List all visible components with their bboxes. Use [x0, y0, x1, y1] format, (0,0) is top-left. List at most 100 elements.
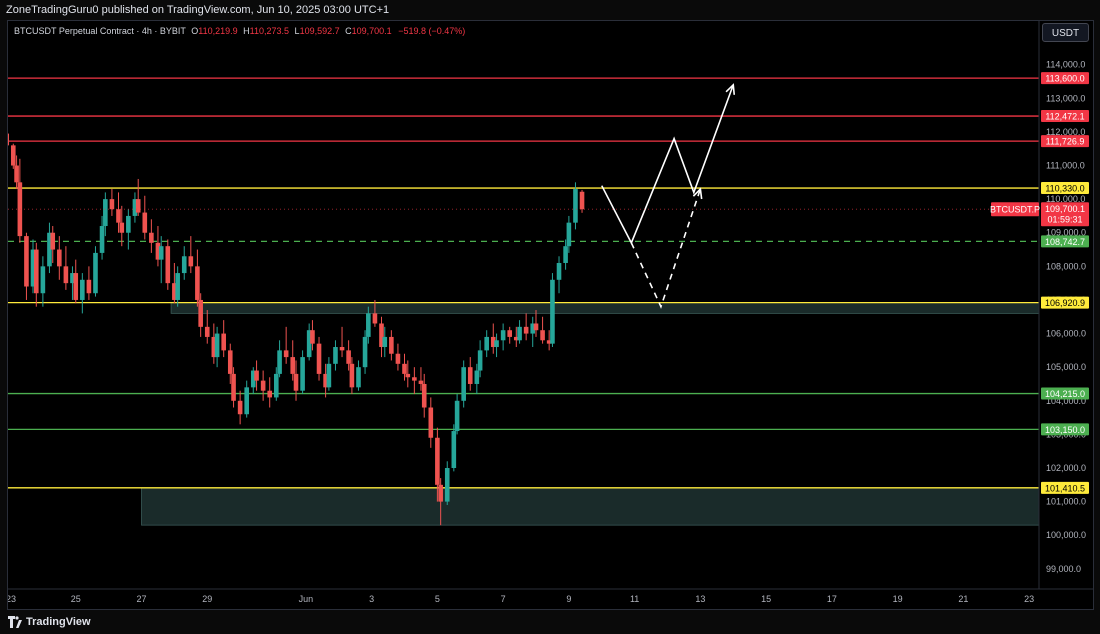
candle-85: [477, 340, 483, 378]
candle-1: [10, 143, 16, 169]
candle-75: [421, 373, 427, 418]
price-tick-0: 99,000.0: [1046, 564, 1081, 574]
candle-62: [349, 357, 355, 395]
candle-body-99: [556, 262, 562, 280]
candle-body-14: [80, 279, 85, 300]
candle-25: [142, 195, 148, 240]
candle-body-39: [221, 333, 226, 351]
candle-87: [490, 323, 496, 354]
current-price-value: 109,700.1: [1045, 204, 1085, 214]
candle-46: [260, 370, 266, 401]
footer-brand: TradingView: [26, 616, 91, 628]
candle-23: [132, 192, 138, 223]
time-tick-11: 15: [761, 594, 771, 604]
candle-body-103: [579, 191, 585, 210]
candle-body-90: [507, 330, 513, 337]
projection-path-dashed: [630, 188, 702, 309]
candle-50: [283, 326, 289, 364]
candle-body-74: [418, 380, 424, 384]
candle-80: [451, 424, 457, 472]
bar-countdown: 01:59:31: [1047, 215, 1082, 225]
candle-body-31: [175, 273, 180, 300]
candle-68: [382, 326, 388, 358]
symbol-label: BTCUSDT Perpetual Contract · 4h · BYBIT: [14, 26, 186, 36]
candle-99: [556, 256, 562, 294]
candle-body-21: [119, 222, 125, 233]
candle-97: [546, 330, 552, 351]
time-tick-2: 27: [136, 594, 146, 604]
candle-body-32: [181, 256, 187, 274]
current-symbol-tag-bg: [991, 202, 1039, 217]
candle-body-37: [211, 336, 217, 358]
time-tick-10: 13: [695, 594, 705, 604]
candle-body-80: [451, 431, 457, 469]
candle-19: [109, 189, 115, 216]
price-chart[interactable]: 99,000.0100,000.0101,000.0102,000.0103,0…: [8, 21, 1093, 609]
candle-2: [14, 155, 19, 190]
candle-74: [418, 367, 424, 391]
candle-body-54: [306, 330, 312, 358]
candle-body-78: [438, 484, 443, 502]
candle-9: [50, 226, 56, 263]
demand-zone-1: [141, 487, 1040, 526]
level-tag-bg-5: [1041, 296, 1089, 309]
candle-body-87: [490, 336, 496, 348]
candle-body-65: [366, 313, 371, 337]
time-tick-14: 21: [958, 594, 968, 604]
candle-44: [250, 367, 256, 395]
candle-72: [405, 360, 411, 388]
candle-95: [533, 310, 539, 337]
candle-98: [550, 273, 555, 348]
candle-54: [306, 323, 312, 361]
candle-body-26: [149, 232, 154, 243]
candle-body-100: [563, 246, 568, 263]
candle-30: [172, 262, 177, 304]
candle-34: [195, 249, 200, 307]
change-value: −519.8 (−0.47%): [398, 26, 466, 36]
candle-body-38: [214, 333, 220, 358]
currency-button[interactable]: USDT: [1042, 23, 1089, 42]
candle-103: [579, 189, 585, 213]
projection-path-solid: [601, 84, 735, 245]
candle-33: [188, 236, 194, 274]
candle-body-63: [356, 367, 361, 388]
candle-45: [254, 360, 259, 391]
candle-body-48: [273, 373, 279, 398]
candle-body-16: [93, 252, 98, 294]
candle-body-53: [300, 357, 305, 391]
price-tick-15: 114,000.0: [1046, 60, 1085, 70]
time-tick-3: 29: [202, 594, 212, 604]
candle-body-50: [283, 350, 289, 358]
candle-6: [34, 242, 39, 307]
candle-28: [158, 236, 164, 284]
candle-86: [484, 330, 489, 358]
candle-12: [70, 266, 75, 300]
chart-frame[interactable]: 99,000.0100,000.0101,000.0102,000.0103,0…: [7, 20, 1094, 610]
price-tick-3: 102,000.0: [1046, 463, 1086, 473]
candle-body-17: [99, 226, 105, 253]
candle-body-68: [382, 336, 388, 348]
candle-59: [333, 340, 338, 371]
candle-102: [573, 182, 578, 230]
time-tick-9: 11: [630, 594, 639, 604]
candle-body-13: [73, 273, 79, 300]
candle-body-83: [467, 367, 473, 384]
candle-84: [474, 363, 480, 395]
candle-70: [395, 343, 401, 371]
candle-body-23: [132, 199, 138, 216]
current-symbol-label: BTCUSDT.P: [990, 205, 1040, 215]
candle-55: [310, 320, 315, 351]
candle-body-49: [277, 350, 282, 374]
candle-31: [175, 266, 180, 307]
level-tag-7: 103,150.0: [1041, 423, 1089, 436]
level-tag-5: 106,920.9: [1041, 296, 1089, 309]
level-tag-1: 112,472.1: [1041, 110, 1089, 123]
candle-body-66: [372, 313, 378, 324]
candle-body-41: [231, 373, 236, 401]
candle-body-47: [267, 390, 273, 398]
level-tag-label-6: 104,215.0: [1045, 389, 1085, 399]
candle-32: [181, 246, 187, 280]
candle-37: [211, 323, 217, 364]
candle-body-82: [461, 367, 466, 401]
candle-body-60: [339, 347, 345, 351]
